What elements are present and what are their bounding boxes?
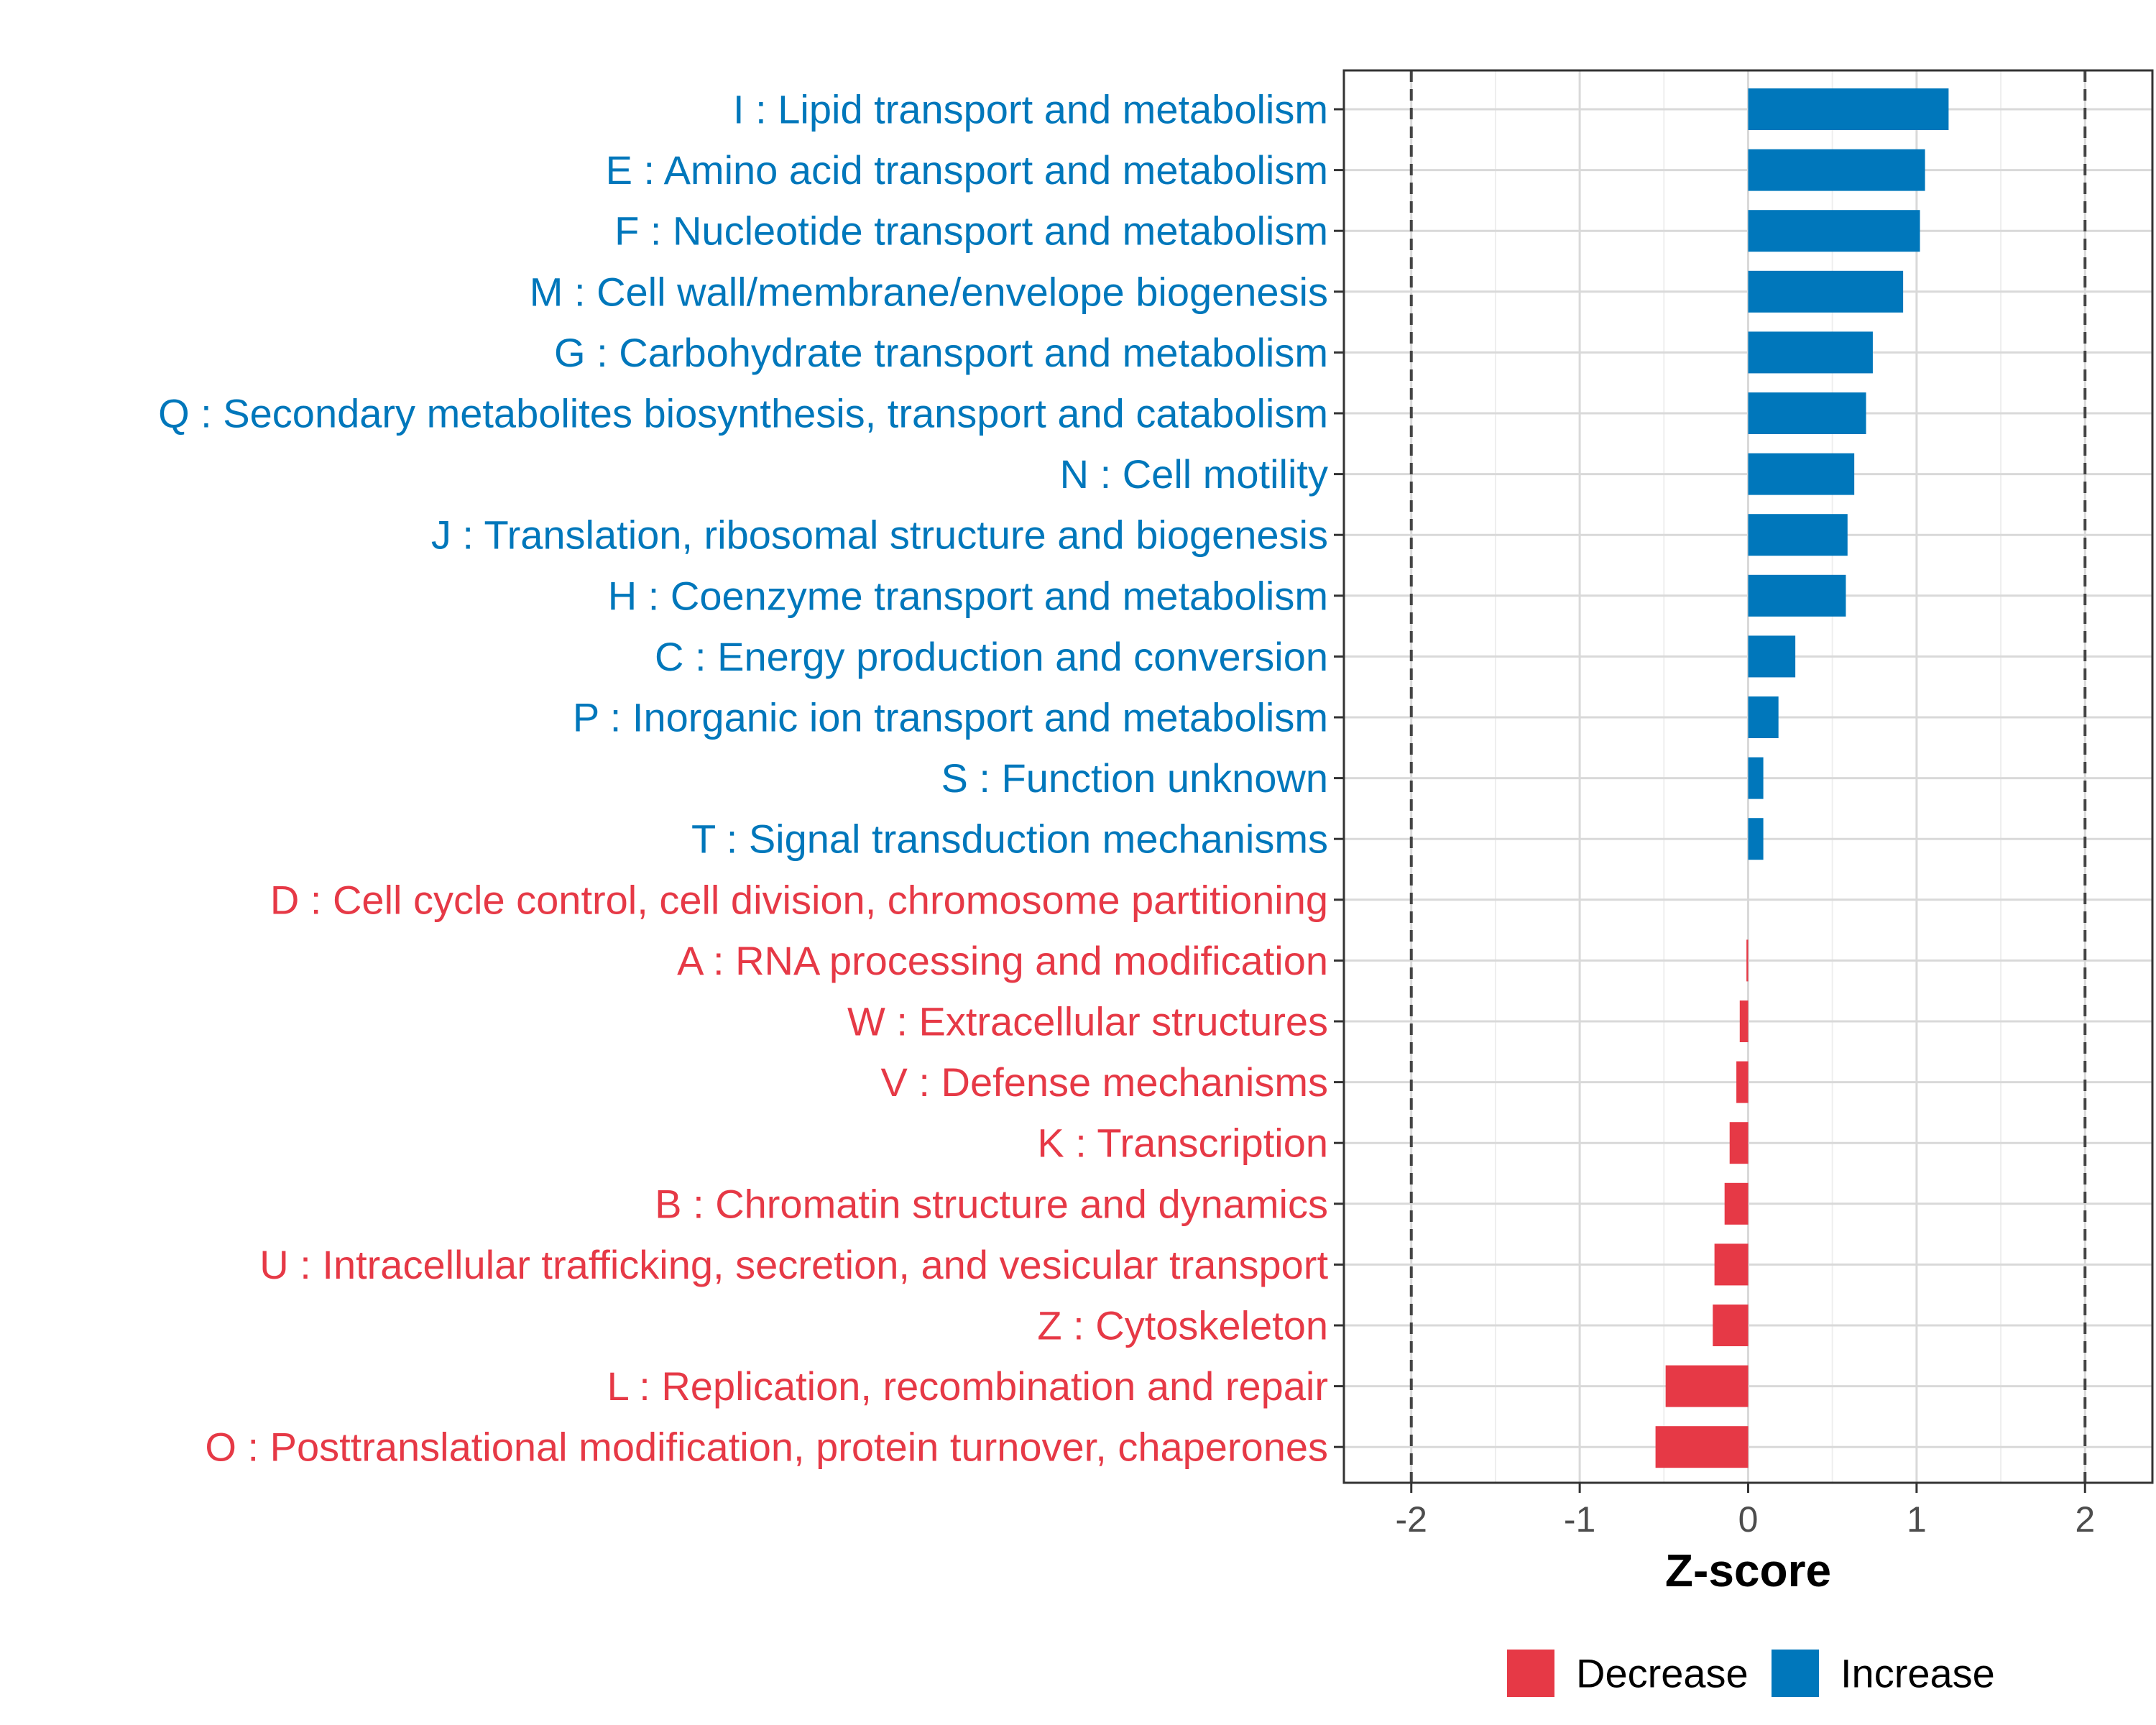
legend-label: Decrease [1576,1651,1749,1696]
bar [1655,1426,1749,1468]
category-label: I : Lipid transport and metabolism [733,87,1328,132]
bar [1748,818,1764,860]
bar [1748,696,1779,738]
category-label: E : Amino acid transport and metabolism [606,147,1328,193]
category-label: J : Translation, ribosomal structure and… [431,512,1328,558]
y-axis-ticks [1334,108,1344,1448]
category-label: O : Posttranslational modification, prot… [205,1425,1328,1470]
bar [1714,1243,1749,1286]
legend-swatch [1507,1650,1554,1697]
bar [1748,392,1866,434]
reference-lines [1409,70,2087,1483]
category-label: F : Nucleotide transport and metabolism [614,208,1328,254]
bar [1729,1122,1749,1164]
bar [1746,939,1749,982]
category-label: V : Defense mechanisms [881,1059,1328,1105]
bar [1736,1061,1749,1103]
legend-swatch [1772,1650,1819,1697]
bar [1748,149,1925,191]
x-tick-label: 0 [1738,1499,1759,1540]
bar [1748,270,1904,313]
category-label: A : RNA processing and modification [677,938,1328,983]
x-tick-label: 2 [2075,1499,2095,1540]
category-label: G : Carbohydrate transport and metabolis… [554,330,1328,375]
y-axis-labels: I : Lipid transport and metabolism E : Am… [158,87,1328,1470]
legend: Decrease Increase [1507,1650,1995,1697]
x-axis-ticks: -2 -1 0 1 2 [1396,1483,2095,1540]
bar [1713,1305,1749,1346]
category-label: M : Cell wall/membrane/envelope biogenes… [530,269,1328,314]
x-tick-label: 1 [1907,1499,1927,1540]
category-label: Z : Cytoskeleton [1037,1303,1328,1348]
category-label: D : Cell cycle control, cell division, c… [270,877,1328,922]
bar [1748,635,1796,678]
bar [1748,210,1920,252]
category-label: H : Coenzyme transport and metabolism [608,573,1328,618]
bar [1665,1365,1749,1407]
bar [1739,1000,1749,1042]
category-label: U : Intracellular trafficking, secretion… [259,1242,1328,1287]
category-label: L : Replication, recombination and repai… [607,1363,1328,1409]
category-label: C : Energy production and conversion [655,634,1328,679]
category-label: K : Transcription [1037,1121,1328,1166]
category-label: Q : Secondary metabolites biosynthesis, … [158,391,1328,436]
bar [1724,1182,1749,1225]
bar [1748,453,1855,495]
category-label: W : Extracellular structures [847,999,1328,1044]
category-label: T : Signal transduction mechanisms [691,816,1328,862]
bar [1748,757,1764,799]
bar [1748,331,1873,374]
bars [1655,88,1949,1468]
legend-label: Increase [1841,1651,1995,1696]
category-label: N : Cell motility [1060,451,1328,497]
bar [1748,88,1949,130]
x-tick-label: -1 [1564,1499,1595,1540]
category-label: S : Function unknown [941,755,1328,801]
bar [1748,514,1848,556]
x-axis-title: Z-score [1665,1545,1831,1596]
x-tick-label: -2 [1396,1499,1427,1540]
category-label: P : Inorganic ion transport and metaboli… [573,695,1328,740]
bar [1748,574,1846,617]
category-label: B : Chromatin structure and dynamics [655,1181,1328,1226]
